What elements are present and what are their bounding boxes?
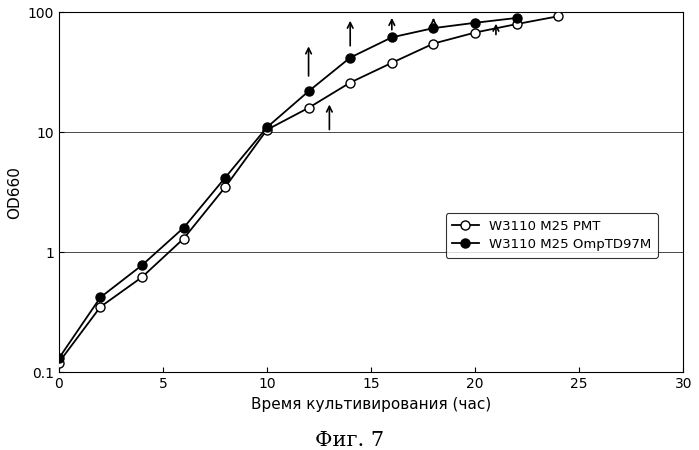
W3110 M25 OmpTD97M — [471, 20, 480, 26]
W3110 M25 OmpTD97M — [512, 15, 521, 21]
W3110 M25 OmpTD97M — [304, 89, 312, 94]
W3110 M25 PMT — [55, 360, 63, 365]
W3110 M25 PMT — [388, 60, 396, 66]
W3110 M25 PMT — [138, 274, 146, 280]
W3110 M25 PMT — [221, 184, 229, 190]
W3110 M25 PMT — [429, 41, 438, 46]
W3110 M25 PMT — [96, 304, 105, 310]
W3110 M25 PMT — [180, 236, 188, 241]
W3110 M25 OmpTD97M — [263, 125, 271, 130]
W3110 M25 PMT — [471, 30, 480, 35]
W3110 M25 OmpTD97M — [138, 262, 146, 268]
W3110 M25 PMT — [554, 14, 563, 19]
W3110 M25 OmpTD97M — [96, 295, 105, 300]
Legend: W3110 M25 PMT, W3110 M25 OmpTD97M: W3110 M25 PMT, W3110 M25 OmpTD97M — [445, 213, 658, 258]
Line: W3110 M25 PMT: W3110 M25 PMT — [55, 12, 563, 367]
Y-axis label: OD660: OD660 — [7, 166, 22, 219]
W3110 M25 OmpTD97M — [388, 35, 396, 40]
W3110 M25 PMT — [346, 80, 354, 86]
W3110 M25 PMT — [263, 127, 271, 132]
W3110 M25 OmpTD97M — [180, 225, 188, 230]
W3110 M25 PMT — [512, 21, 521, 27]
W3110 M25 OmpTD97M — [221, 175, 229, 180]
X-axis label: Время культивирования (час): Время культивирования (час) — [251, 396, 491, 412]
W3110 M25 PMT — [304, 105, 312, 111]
Line: W3110 M25 OmpTD97M: W3110 M25 OmpTD97M — [55, 14, 521, 363]
W3110 M25 OmpTD97M — [429, 25, 438, 31]
W3110 M25 OmpTD97M — [55, 356, 63, 361]
W3110 M25 OmpTD97M — [346, 55, 354, 60]
Text: Фиг. 7: Фиг. 7 — [315, 431, 384, 450]
